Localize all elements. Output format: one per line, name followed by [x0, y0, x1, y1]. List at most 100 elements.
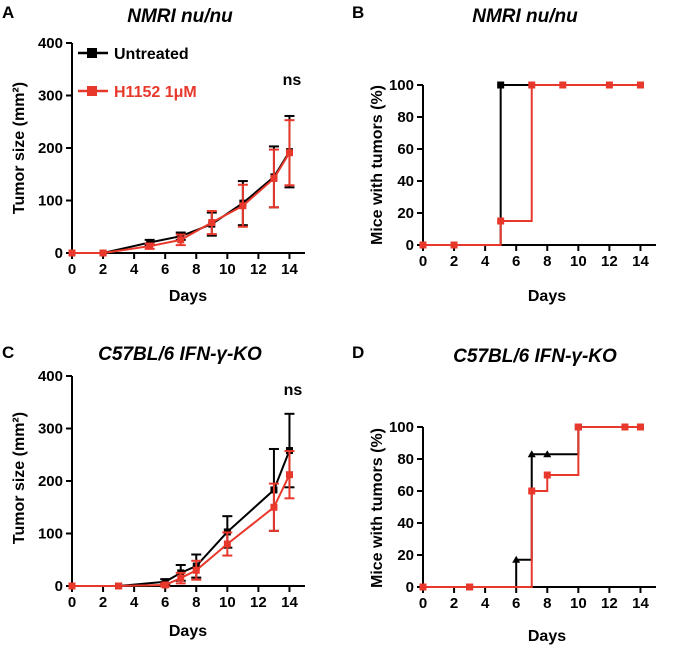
y-tick-label: 0: [406, 237, 414, 254]
panel-a: A NMRI nu/nu Tumor size (mm²) Days ns Un…: [2, 3, 305, 305]
h1152-point: [285, 149, 293, 157]
x-tick-label: 4: [481, 595, 490, 612]
x-tick-label: 6: [161, 261, 169, 278]
x-tick-label: 10: [570, 253, 587, 270]
panel-a-label: A: [2, 3, 14, 22]
h1152-point: [208, 219, 216, 227]
x-tick-label: 4: [130, 261, 139, 278]
h1152-point: [161, 581, 169, 589]
legend: Untreated H1152 1μM: [78, 46, 197, 101]
panel-a-xlabel: Days: [169, 288, 207, 305]
panel-c-plot: 0 2 4 6 8 10 12 14 0 100 200 300 400: [38, 368, 305, 611]
x-tick-label: 8: [192, 261, 200, 278]
x-tick-label: 12: [250, 261, 267, 278]
x-tick-label: 0: [419, 595, 427, 612]
legend-untreated-marker: [87, 48, 97, 58]
y-tick-label: 20: [397, 205, 414, 222]
h1152-point: [68, 249, 76, 257]
panel-d-ylabel: Mice with tumors (%): [369, 428, 386, 588]
y-tick-label: 40: [397, 173, 414, 190]
untreated-point: [512, 555, 521, 563]
y-tick-label: 20: [397, 547, 414, 564]
legend-h1152-marker: [87, 86, 97, 96]
x-tick-label: 12: [601, 595, 618, 612]
panel-d-title: C57BL/6 IFN-γ-KO: [453, 346, 617, 367]
h1152-point: [528, 487, 536, 495]
x-tick-label: 8: [192, 594, 200, 611]
y-tick-label: 300: [38, 421, 63, 438]
h1152-point: [419, 583, 427, 591]
x-tick-label: 0: [68, 594, 76, 611]
h1152-series-line: [423, 84, 641, 246]
h1152-point: [223, 540, 231, 548]
h1152-point: [574, 423, 582, 431]
x-tick-label: 14: [281, 594, 298, 611]
x-tick-label: 2: [99, 261, 107, 278]
y-tick-label: 100: [38, 193, 63, 210]
panel-a-title: NMRI nu/nu: [127, 6, 233, 27]
h1152-point: [497, 217, 505, 225]
x-tick-label: 4: [481, 253, 490, 270]
untreated-point: [527, 450, 536, 458]
y-tick-label: 200: [38, 473, 63, 490]
x-tick-label: 2: [99, 594, 107, 611]
x-tick-label: 2: [450, 595, 458, 612]
y-tick-label: 200: [38, 140, 63, 157]
y-tick-label: 400: [38, 368, 63, 385]
h1152-point: [177, 574, 185, 582]
h1152-point: [239, 202, 247, 210]
h1152-point: [177, 236, 185, 244]
h1152-point: [543, 471, 551, 479]
untreated-point: [497, 81, 505, 89]
x-tick-label: 8: [543, 595, 551, 612]
panel-b-title: NMRI nu/nu: [472, 6, 578, 27]
panel-b-plot: 0 2 4 6 8 10 12 14 0 20 40 60 80 100: [389, 77, 656, 270]
h1152-series-line: [72, 474, 291, 587]
y-tick-label: 40: [397, 515, 414, 532]
untreated-point: [146, 239, 154, 246]
x-tick-label: 10: [570, 595, 587, 612]
x-tick-label: 6: [161, 594, 169, 611]
x-tick-label: 14: [632, 253, 649, 270]
panel-b-xlabel: Days: [528, 288, 566, 305]
x-tick-label: 0: [68, 261, 76, 278]
h1152-series-line: [72, 152, 291, 254]
untreated-point: [543, 450, 552, 458]
y-tick-label: 100: [38, 526, 63, 543]
x-tick-label: 8: [543, 253, 551, 270]
h1152-point: [115, 582, 123, 590]
h1152-point: [99, 249, 107, 257]
x-tick-label: 14: [632, 595, 649, 612]
y-tick-label: 0: [55, 245, 63, 262]
x-tick-label: 10: [219, 594, 236, 611]
panel-d-label: D: [352, 343, 364, 362]
h1152-point: [450, 241, 458, 249]
y-tick-label: 0: [406, 579, 414, 596]
h1152-point: [605, 81, 613, 89]
panel-a-plot: 0 2 4 6 8 10 12 14 0 100 200 300 400: [38, 35, 305, 278]
h1152-point: [68, 582, 76, 590]
h1152-point: [192, 566, 200, 574]
x-tick-label: 10: [219, 261, 236, 278]
x-tick-label: 6: [512, 253, 520, 270]
panel-c-label: C: [2, 343, 14, 362]
legend-untreated-label: Untreated: [114, 46, 189, 63]
panel-a-ns: ns: [283, 72, 302, 89]
panel-b-label: B: [352, 3, 364, 22]
panel-c-ns: ns: [284, 382, 303, 399]
panel-c-title: C57BL/6 IFN-γ-KO: [98, 344, 262, 365]
h1152-point: [285, 471, 293, 479]
y-tick-label: 100: [389, 77, 414, 94]
y-tick-label: 400: [38, 35, 63, 52]
panel-b: B NMRI nu/nu Mice with tumors (%) Days 0…: [352, 3, 656, 305]
panel-a-ylabel: Tumor size (mm²): [11, 82, 28, 214]
h1152-point: [270, 503, 278, 511]
y-tick-label: 0: [55, 578, 63, 595]
h1152-point: [466, 583, 474, 591]
panel-d-plot: 0 2 4 6 8 10 12 14 0 20 40 60 80 100: [389, 419, 656, 612]
x-tick-label: 0: [419, 253, 427, 270]
x-tick-label: 4: [130, 594, 139, 611]
panel-b-ylabel: Mice with tumors (%): [369, 85, 386, 245]
x-tick-label: 12: [250, 594, 267, 611]
